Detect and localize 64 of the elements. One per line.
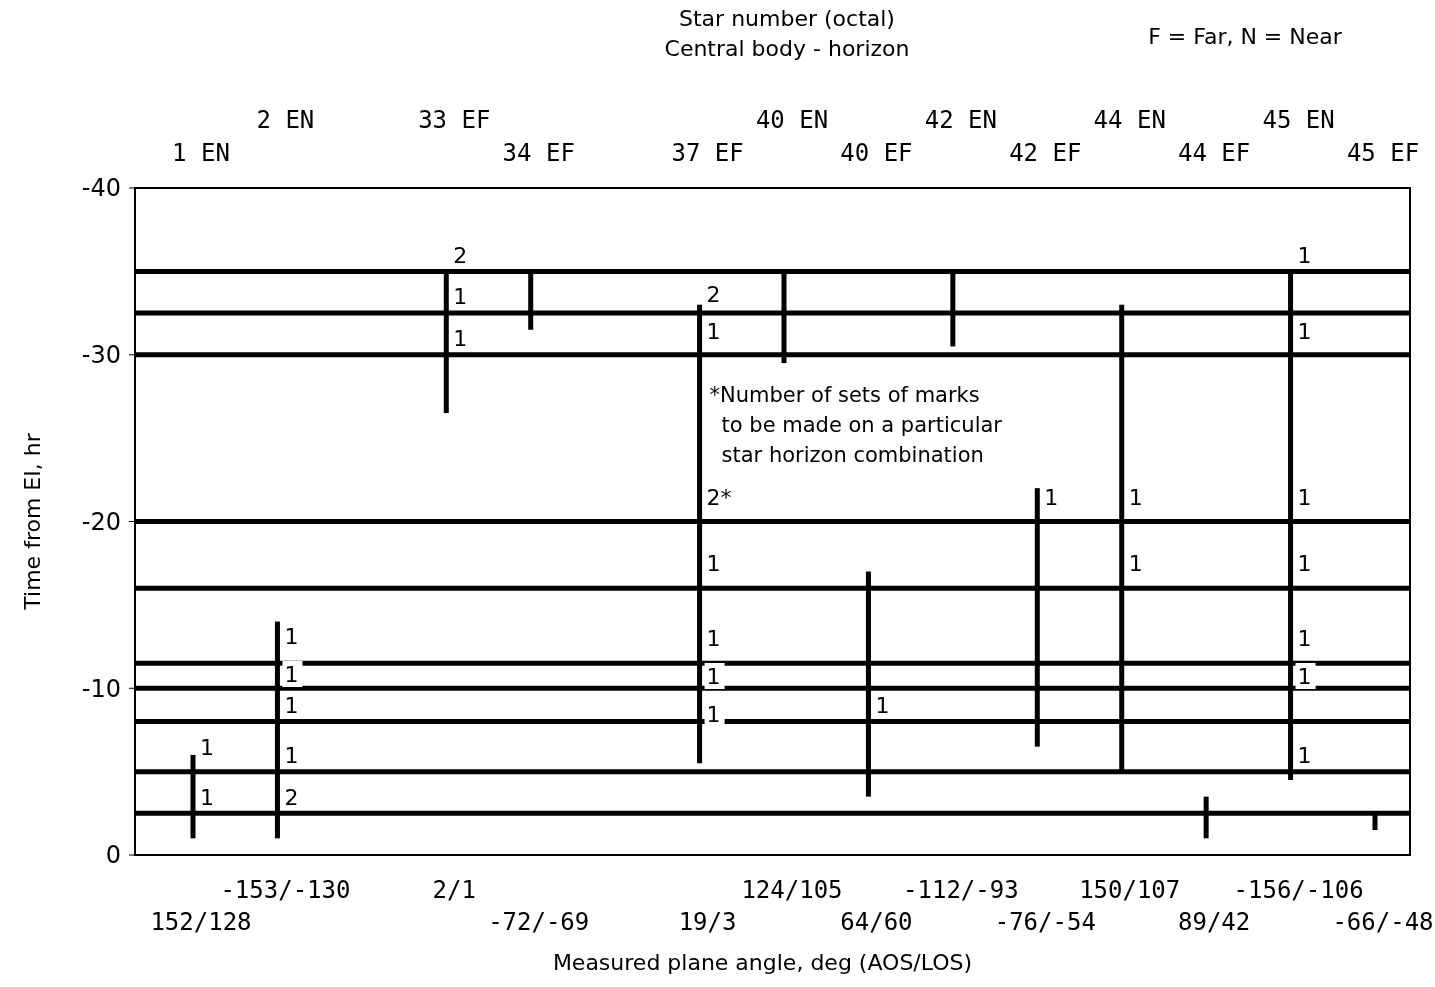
text: 45 EN: [1262, 106, 1335, 135]
text: 40 EF: [840, 139, 913, 168]
x-axis-title: Measured plane angle, deg (AOS/LOS): [552, 950, 973, 975]
x-tick-label: 89/42: [1178, 908, 1251, 937]
annotation: 1: [1297, 318, 1312, 344]
y-tick-label: -30: [81, 341, 121, 370]
text: 2 EN: [256, 106, 315, 135]
y-tick-label: -10: [81, 674, 121, 703]
text: 33 EF: [418, 106, 491, 135]
text: 44 EN: [1093, 106, 1166, 135]
annotation: 2*: [706, 484, 732, 510]
annotation: 1: [706, 663, 721, 689]
x-tick-label: -66/-48: [1332, 908, 1434, 937]
annotation: 1: [1297, 550, 1312, 576]
x-tick-label: 64/60: [840, 908, 913, 937]
text: 45 EF: [1346, 139, 1420, 168]
annotation: 1: [1297, 242, 1312, 268]
annotation: 1: [1297, 663, 1312, 689]
annotation: 1: [706, 701, 721, 727]
annotation: 1: [706, 625, 721, 651]
x-tick-label: 150/107: [1079, 876, 1181, 905]
text: 42 EF: [1009, 139, 1082, 168]
annotation: 1: [1128, 550, 1143, 576]
annotation: 1: [1297, 484, 1312, 510]
text: 40 EN: [755, 106, 829, 135]
x-tick-label: 2/1: [432, 876, 476, 905]
text: F = Far, N = Near: [1148, 24, 1343, 49]
y-tick-label: -40: [81, 174, 121, 203]
annotation: 1: [200, 734, 214, 760]
x-tick-label: 19/3: [678, 908, 737, 937]
annotation: 1: [706, 318, 721, 344]
text: 37 EF: [671, 139, 744, 168]
y-tick-label: -20: [81, 507, 121, 536]
x-tick-label: -156/-106: [1233, 876, 1364, 905]
annotation: 2: [706, 281, 721, 307]
x2-axis-title: Star number (octal) Central body - horizon: [664, 6, 910, 61]
annotation: 1: [1128, 484, 1143, 510]
annotation: 1: [284, 742, 299, 768]
x-tick-label: -153/-130: [220, 876, 351, 905]
annotation: 1: [284, 661, 299, 687]
annotation: 1: [284, 623, 299, 649]
annotation: 2: [453, 242, 468, 268]
annotation: 1: [1044, 484, 1059, 510]
x-tick-label: 124/105: [741, 876, 843, 905]
y-axis-title: Time from EI, hr: [20, 432, 45, 611]
annotation: 1: [1297, 625, 1312, 651]
annotation: *Number of sets of marks to be made on a particular star horizon combination: [709, 383, 1003, 468]
annotation: 1: [284, 692, 299, 718]
y-tick-label: 0: [105, 841, 121, 870]
x-tick-label: -112/-93: [903, 876, 1019, 905]
x-tick-label: -72/-69: [488, 908, 590, 937]
text: 34 EF: [502, 139, 575, 168]
annotation: 1: [706, 550, 721, 576]
x-tick-label: -76/-54: [994, 908, 1096, 937]
annotation: 1: [453, 325, 468, 351]
text: 44 EF: [1178, 139, 1251, 168]
annotation: 1: [1297, 742, 1312, 768]
annotation: 1: [453, 283, 468, 309]
text: 1 EN: [172, 139, 230, 168]
annotation: 1: [200, 784, 214, 810]
x-tick-label: 152/128: [150, 908, 252, 937]
annotation: 2: [284, 784, 299, 810]
annotation: 1: [875, 692, 890, 718]
text: 42 EN: [924, 106, 997, 135]
